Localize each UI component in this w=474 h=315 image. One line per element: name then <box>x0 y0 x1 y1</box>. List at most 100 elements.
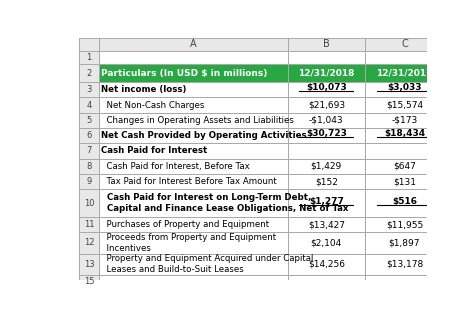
Bar <box>365 82 444 97</box>
Bar <box>365 38 444 51</box>
Bar <box>80 174 99 189</box>
Text: Tax Paid for Interest Before Tax Amount: Tax Paid for Interest Before Tax Amount <box>101 177 277 186</box>
Bar <box>80 38 99 51</box>
Bar <box>99 97 288 113</box>
Bar <box>99 128 288 143</box>
Bar <box>80 189 99 217</box>
Bar <box>288 38 365 51</box>
Bar <box>99 143 288 158</box>
Bar <box>99 51 288 65</box>
Text: 12/31/2017: 12/31/2017 <box>376 69 433 78</box>
Bar <box>80 143 99 158</box>
Text: $516: $516 <box>392 197 417 206</box>
Text: $15,574: $15,574 <box>386 100 423 110</box>
Bar <box>365 143 444 158</box>
Bar <box>288 113 365 128</box>
Bar <box>99 217 288 232</box>
Text: 3: 3 <box>86 85 91 94</box>
Text: 4: 4 <box>86 100 91 110</box>
Bar <box>365 143 444 158</box>
Bar <box>288 254 365 275</box>
Bar <box>99 189 288 217</box>
Text: -$173: -$173 <box>391 116 418 125</box>
Bar <box>80 38 99 51</box>
Bar <box>365 232 444 254</box>
Text: Proceeds from Property and Equipment
  Incentives: Proceeds from Property and Equipment Inc… <box>101 233 276 253</box>
Text: $10,073: $10,073 <box>306 83 346 92</box>
Bar <box>99 113 288 128</box>
Bar <box>365 128 444 143</box>
Bar <box>288 217 365 232</box>
Bar <box>80 97 99 113</box>
Text: $1,897: $1,897 <box>389 238 420 248</box>
Bar <box>365 232 444 254</box>
Text: 12/31/2018: 12/31/2018 <box>298 69 355 78</box>
Text: A: A <box>190 39 196 49</box>
Bar <box>99 38 288 51</box>
Bar <box>365 174 444 189</box>
Bar <box>80 189 99 217</box>
Text: Purchases of Property and Equipment: Purchases of Property and Equipment <box>101 220 269 229</box>
Text: Changes in Operating Assets and Liabilities: Changes in Operating Assets and Liabilit… <box>101 116 294 125</box>
Bar <box>365 51 444 65</box>
Bar <box>365 158 444 174</box>
Bar <box>99 38 288 51</box>
Bar <box>80 113 99 128</box>
Bar <box>288 82 365 97</box>
Bar <box>80 158 99 174</box>
Text: Property and Equipment Acquired under Capital
  Leases and Build-to-Suit Leases: Property and Equipment Acquired under Ca… <box>101 254 313 274</box>
Text: $30,723: $30,723 <box>306 129 347 138</box>
Bar <box>99 232 288 254</box>
Bar <box>288 232 365 254</box>
Bar <box>365 97 444 113</box>
Text: $14,256: $14,256 <box>308 260 345 269</box>
Bar <box>99 128 288 143</box>
Text: $3,033: $3,033 <box>387 83 422 92</box>
Text: $18,434: $18,434 <box>384 129 425 138</box>
Text: 13: 13 <box>84 260 94 269</box>
Bar <box>80 254 99 275</box>
Bar <box>365 82 444 97</box>
Bar <box>288 158 365 174</box>
Bar <box>365 97 444 113</box>
Bar <box>365 113 444 128</box>
Bar <box>80 97 99 113</box>
Text: $1,277: $1,277 <box>309 197 344 206</box>
Bar <box>99 97 288 113</box>
Bar <box>80 128 99 143</box>
Bar <box>99 51 288 65</box>
Bar <box>365 254 444 275</box>
Bar <box>99 158 288 174</box>
Bar <box>365 254 444 275</box>
Bar <box>365 189 444 217</box>
Bar <box>99 82 288 97</box>
Text: 1: 1 <box>86 53 91 62</box>
Bar <box>288 232 365 254</box>
Text: Cash Paid for Interest, Before Tax: Cash Paid for Interest, Before Tax <box>101 162 250 171</box>
Bar <box>99 254 288 275</box>
Bar <box>288 217 365 232</box>
Bar <box>365 275 444 287</box>
Bar <box>288 97 365 113</box>
Bar <box>99 254 288 275</box>
Bar <box>288 143 365 158</box>
Bar <box>80 254 99 275</box>
Text: $2,104: $2,104 <box>310 238 342 248</box>
Text: Cash Paid for Interest on Long-Term Debt,
  Capital and Finance Lease Obligation: Cash Paid for Interest on Long-Term Debt… <box>101 193 349 213</box>
Bar <box>365 174 444 189</box>
Bar <box>365 217 444 232</box>
Bar <box>288 128 365 143</box>
Bar <box>80 128 99 143</box>
Bar <box>99 143 288 158</box>
Bar <box>288 65 365 82</box>
Text: $13,427: $13,427 <box>308 220 345 229</box>
Bar <box>80 51 99 65</box>
Bar <box>288 158 365 174</box>
Text: Net income (loss): Net income (loss) <box>101 85 186 94</box>
Bar <box>80 158 99 174</box>
Bar <box>288 189 365 217</box>
Bar <box>365 51 444 65</box>
Bar <box>80 82 99 97</box>
Text: 5: 5 <box>86 116 91 125</box>
Bar <box>80 217 99 232</box>
